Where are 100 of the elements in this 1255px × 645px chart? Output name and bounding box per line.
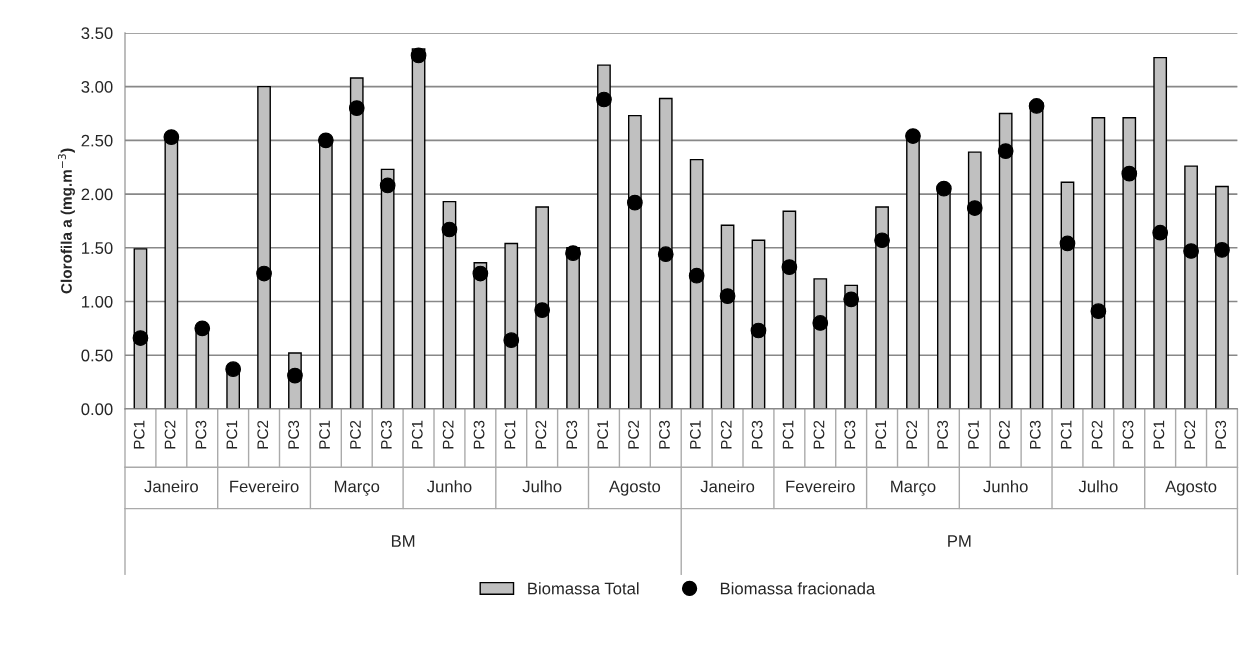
text: Agosto [1165, 480, 1217, 496]
y-tick-label: 2.50 [81, 134, 113, 147]
point [1028, 98, 1045, 114]
point [1152, 224, 1169, 241]
point [441, 221, 458, 238]
point [1121, 165, 1138, 182]
x-tick-label: PC1 [319, 420, 330, 449]
y-tick-label: 0.00 [81, 403, 113, 416]
x-tick-label: PC3 [659, 420, 670, 449]
x-tick-label: PC3 [1029, 420, 1041, 449]
point [287, 367, 303, 384]
point [410, 47, 427, 64]
legend-label: Biomassa fracionada [720, 582, 876, 595]
bar [349, 77, 364, 409]
y-axis-title: Clorofila a (mg.m$^{−3}$) [57, 148, 75, 294]
x-tick-label: PC3 [195, 420, 207, 449]
x-tick-label: PC2 [1091, 420, 1103, 449]
text: Janeiro [144, 480, 198, 493]
y-tick-label: 0.50 [81, 349, 113, 362]
point [534, 302, 551, 318]
x-tick-label: PC1 [689, 420, 701, 449]
point [503, 332, 520, 349]
bar [1153, 56, 1168, 409]
x-tick-label: PC3 [1215, 420, 1227, 449]
bar [411, 48, 426, 409]
point [379, 177, 396, 194]
x-tick-label: PC1 [597, 420, 609, 449]
bar [627, 114, 642, 409]
text: Fevereiro [786, 480, 855, 493]
point [596, 91, 612, 108]
point [905, 128, 921, 144]
bar [998, 112, 1013, 409]
point [781, 259, 798, 275]
x-tick-label: PC1 [411, 420, 423, 449]
x-tick-label: PC3 [937, 420, 948, 449]
bar [597, 64, 611, 409]
text: Julho [1078, 480, 1118, 493]
point [1090, 303, 1107, 320]
x-tick-label: PC1 [1060, 420, 1072, 449]
bar [1091, 117, 1106, 409]
x-tick-label: PC2 [628, 420, 639, 449]
point [719, 288, 736, 304]
y-tick-label: 3.00 [81, 81, 113, 93]
point [225, 361, 242, 378]
point [750, 322, 767, 339]
point [997, 143, 1014, 159]
point [317, 132, 334, 149]
bar [658, 97, 673, 409]
bar [1215, 185, 1229, 409]
text: Junho [427, 480, 472, 493]
x-tick-label: PC3 [288, 420, 300, 449]
point [657, 246, 674, 263]
point [843, 291, 860, 308]
bar [257, 85, 271, 409]
x-tick-label: PC1 [504, 420, 516, 449]
bar [782, 210, 797, 409]
point [256, 265, 272, 282]
y-tick-label: 2.00 [81, 188, 113, 201]
x-tick-label: PC1 [133, 420, 145, 449]
point [163, 129, 180, 145]
bar [1184, 165, 1198, 409]
x-tick-label: PC2 [720, 420, 732, 449]
x-tick-label: PC1 [1153, 420, 1165, 449]
x-tick-label: PC2 [1184, 420, 1196, 449]
x-tick-label: PC2 [442, 420, 454, 449]
text: Janeiro [700, 480, 755, 493]
x-tick-label: PC1 [968, 420, 979, 449]
legend-label: Biomassa Total [528, 582, 639, 595]
text: Março [334, 480, 380, 496]
point [132, 330, 149, 346]
point [1214, 242, 1230, 258]
y-tick-label: 3.50 [81, 27, 113, 40]
x-tick-label: PC2 [257, 420, 269, 449]
point [936, 180, 952, 197]
point [1183, 243, 1199, 259]
bar [875, 206, 889, 409]
point [1059, 235, 1076, 252]
point [194, 320, 211, 337]
bar [380, 168, 395, 409]
x-tick-label: PC2 [164, 420, 176, 449]
x-tick-label: PC3 [751, 420, 763, 449]
text: Março [891, 480, 936, 496]
point [626, 194, 643, 211]
text: Julho [522, 480, 562, 493]
bar [1122, 117, 1137, 409]
text: BM [391, 535, 415, 547]
x-tick-label: PC2 [998, 420, 1010, 449]
bar [689, 158, 704, 409]
point [348, 100, 365, 116]
x-tick-label: PC3 [566, 420, 578, 449]
x-tick-label: PC3 [844, 420, 856, 449]
point [472, 265, 489, 282]
x-tick-label: PC1 [875, 420, 887, 449]
point [812, 315, 829, 331]
text: PM [948, 535, 971, 547]
bar [566, 247, 580, 409]
x-tick-label: PC2 [535, 420, 547, 449]
point [565, 245, 581, 262]
text: Junho [983, 480, 1028, 493]
bar [535, 206, 550, 409]
